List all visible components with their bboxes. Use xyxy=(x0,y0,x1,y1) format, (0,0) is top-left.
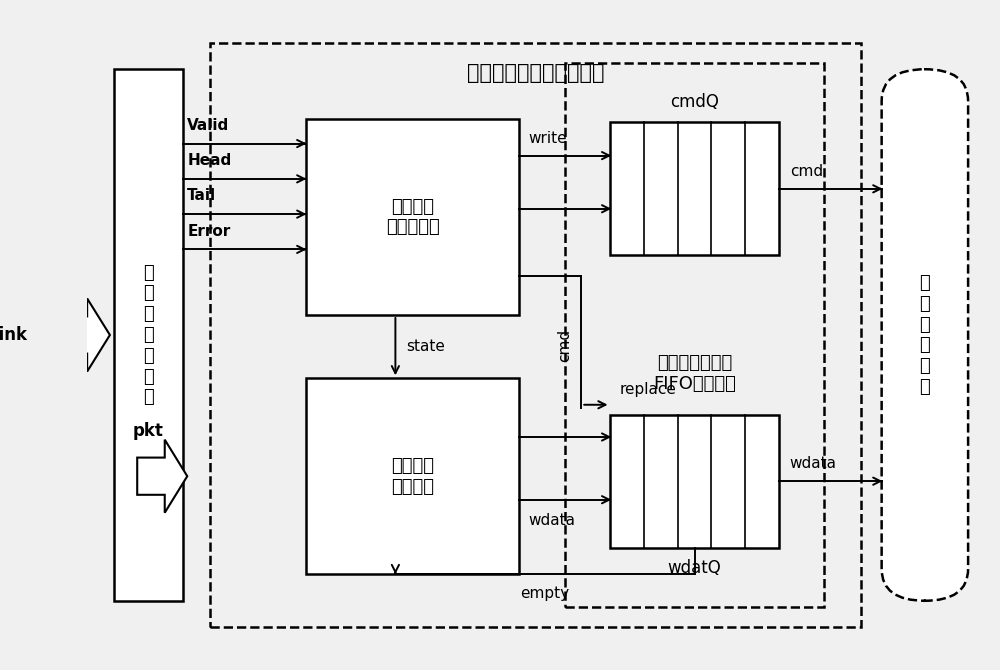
FancyBboxPatch shape xyxy=(610,415,779,547)
Polygon shape xyxy=(137,440,187,513)
Text: link: link xyxy=(0,326,28,344)
FancyBboxPatch shape xyxy=(306,378,519,574)
Text: cmdQ: cmdQ xyxy=(670,93,719,111)
Text: Tail: Tail xyxy=(187,188,216,204)
Text: 报文缓存及前瞻处理单元: 报文缓存及前瞻处理单元 xyxy=(467,62,604,82)
FancyBboxPatch shape xyxy=(610,123,779,255)
Text: Valid: Valid xyxy=(187,118,230,133)
Text: pkt: pkt xyxy=(133,421,164,440)
Text: cmd: cmd xyxy=(557,329,572,362)
Text: Head: Head xyxy=(187,153,232,168)
Text: wdata: wdata xyxy=(529,513,576,528)
Text: empty: empty xyxy=(520,586,570,601)
Text: state: state xyxy=(406,339,445,354)
Text: 数据覆盖
控制模块: 数据覆盖 控制模块 xyxy=(391,457,434,496)
Text: write: write xyxy=(529,131,567,145)
Text: 写命令和写数据
FIFO存储单元: 写命令和写数据 FIFO存储单元 xyxy=(653,354,736,393)
Polygon shape xyxy=(46,298,110,372)
FancyBboxPatch shape xyxy=(306,119,519,315)
Text: Error: Error xyxy=(187,224,231,239)
Text: wdatQ: wdatQ xyxy=(668,559,721,577)
Text: replace: replace xyxy=(620,382,676,397)
Text: cmd: cmd xyxy=(790,164,823,179)
FancyBboxPatch shape xyxy=(114,69,183,601)
Text: 报文解析
状态机模块: 报文解析 状态机模块 xyxy=(386,198,439,237)
Text: wdata: wdata xyxy=(790,456,837,471)
Text: 后
续
处
理
逻
辑: 后 续 处 理 逻 辑 xyxy=(919,274,930,396)
FancyBboxPatch shape xyxy=(882,69,968,601)
Text: 链
路
层
接
收
单
元: 链 路 层 接 收 单 元 xyxy=(143,263,154,407)
